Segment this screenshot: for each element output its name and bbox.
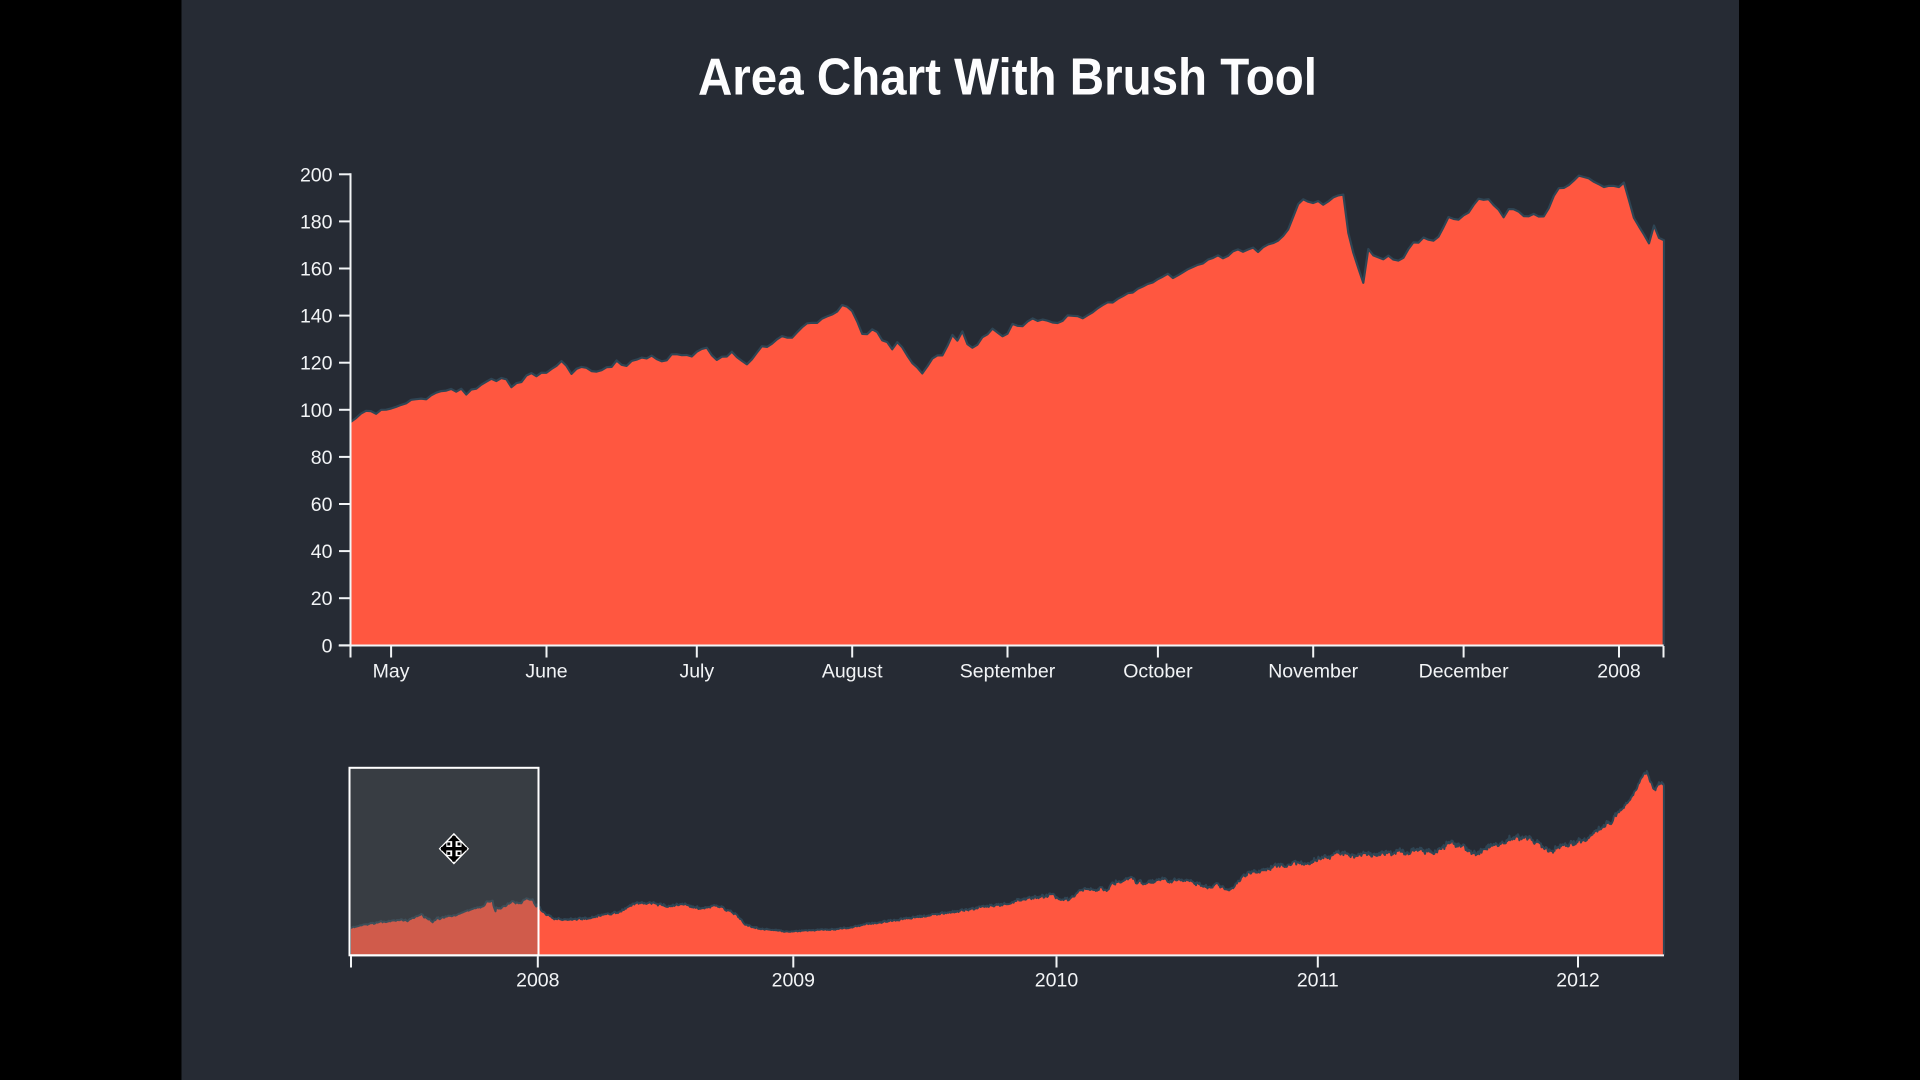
svg-text:2008: 2008 [1597, 661, 1640, 683]
svg-text:140: 140 [300, 306, 333, 328]
svg-text:180: 180 [300, 211, 333, 233]
svg-text:2012: 2012 [1556, 970, 1599, 992]
svg-text:2011: 2011 [1297, 970, 1339, 992]
svg-text:0: 0 [322, 635, 333, 657]
svg-text:80: 80 [311, 447, 333, 469]
svg-text:December: December [1419, 661, 1509, 683]
svg-text:20: 20 [311, 588, 333, 610]
svg-text:40: 40 [311, 541, 333, 563]
svg-text:October: October [1123, 661, 1193, 683]
svg-text:July: July [679, 661, 714, 683]
svg-text:2010: 2010 [1035, 970, 1079, 992]
svg-text:May: May [373, 661, 410, 683]
svg-text:Area Chart With Brush Tool: Area Chart With Brush Tool [698, 49, 1317, 107]
svg-text:September: September [960, 661, 1056, 683]
svg-text:2008: 2008 [516, 970, 559, 992]
svg-text:160: 160 [300, 259, 333, 281]
svg-text:200: 200 [300, 164, 333, 186]
svg-text:60: 60 [311, 494, 333, 516]
svg-text:November: November [1268, 661, 1358, 683]
svg-text:August: August [822, 661, 883, 683]
svg-text:120: 120 [300, 353, 333, 375]
svg-text:2009: 2009 [772, 970, 815, 992]
svg-text:June: June [525, 661, 567, 683]
svg-text:100: 100 [300, 400, 333, 422]
